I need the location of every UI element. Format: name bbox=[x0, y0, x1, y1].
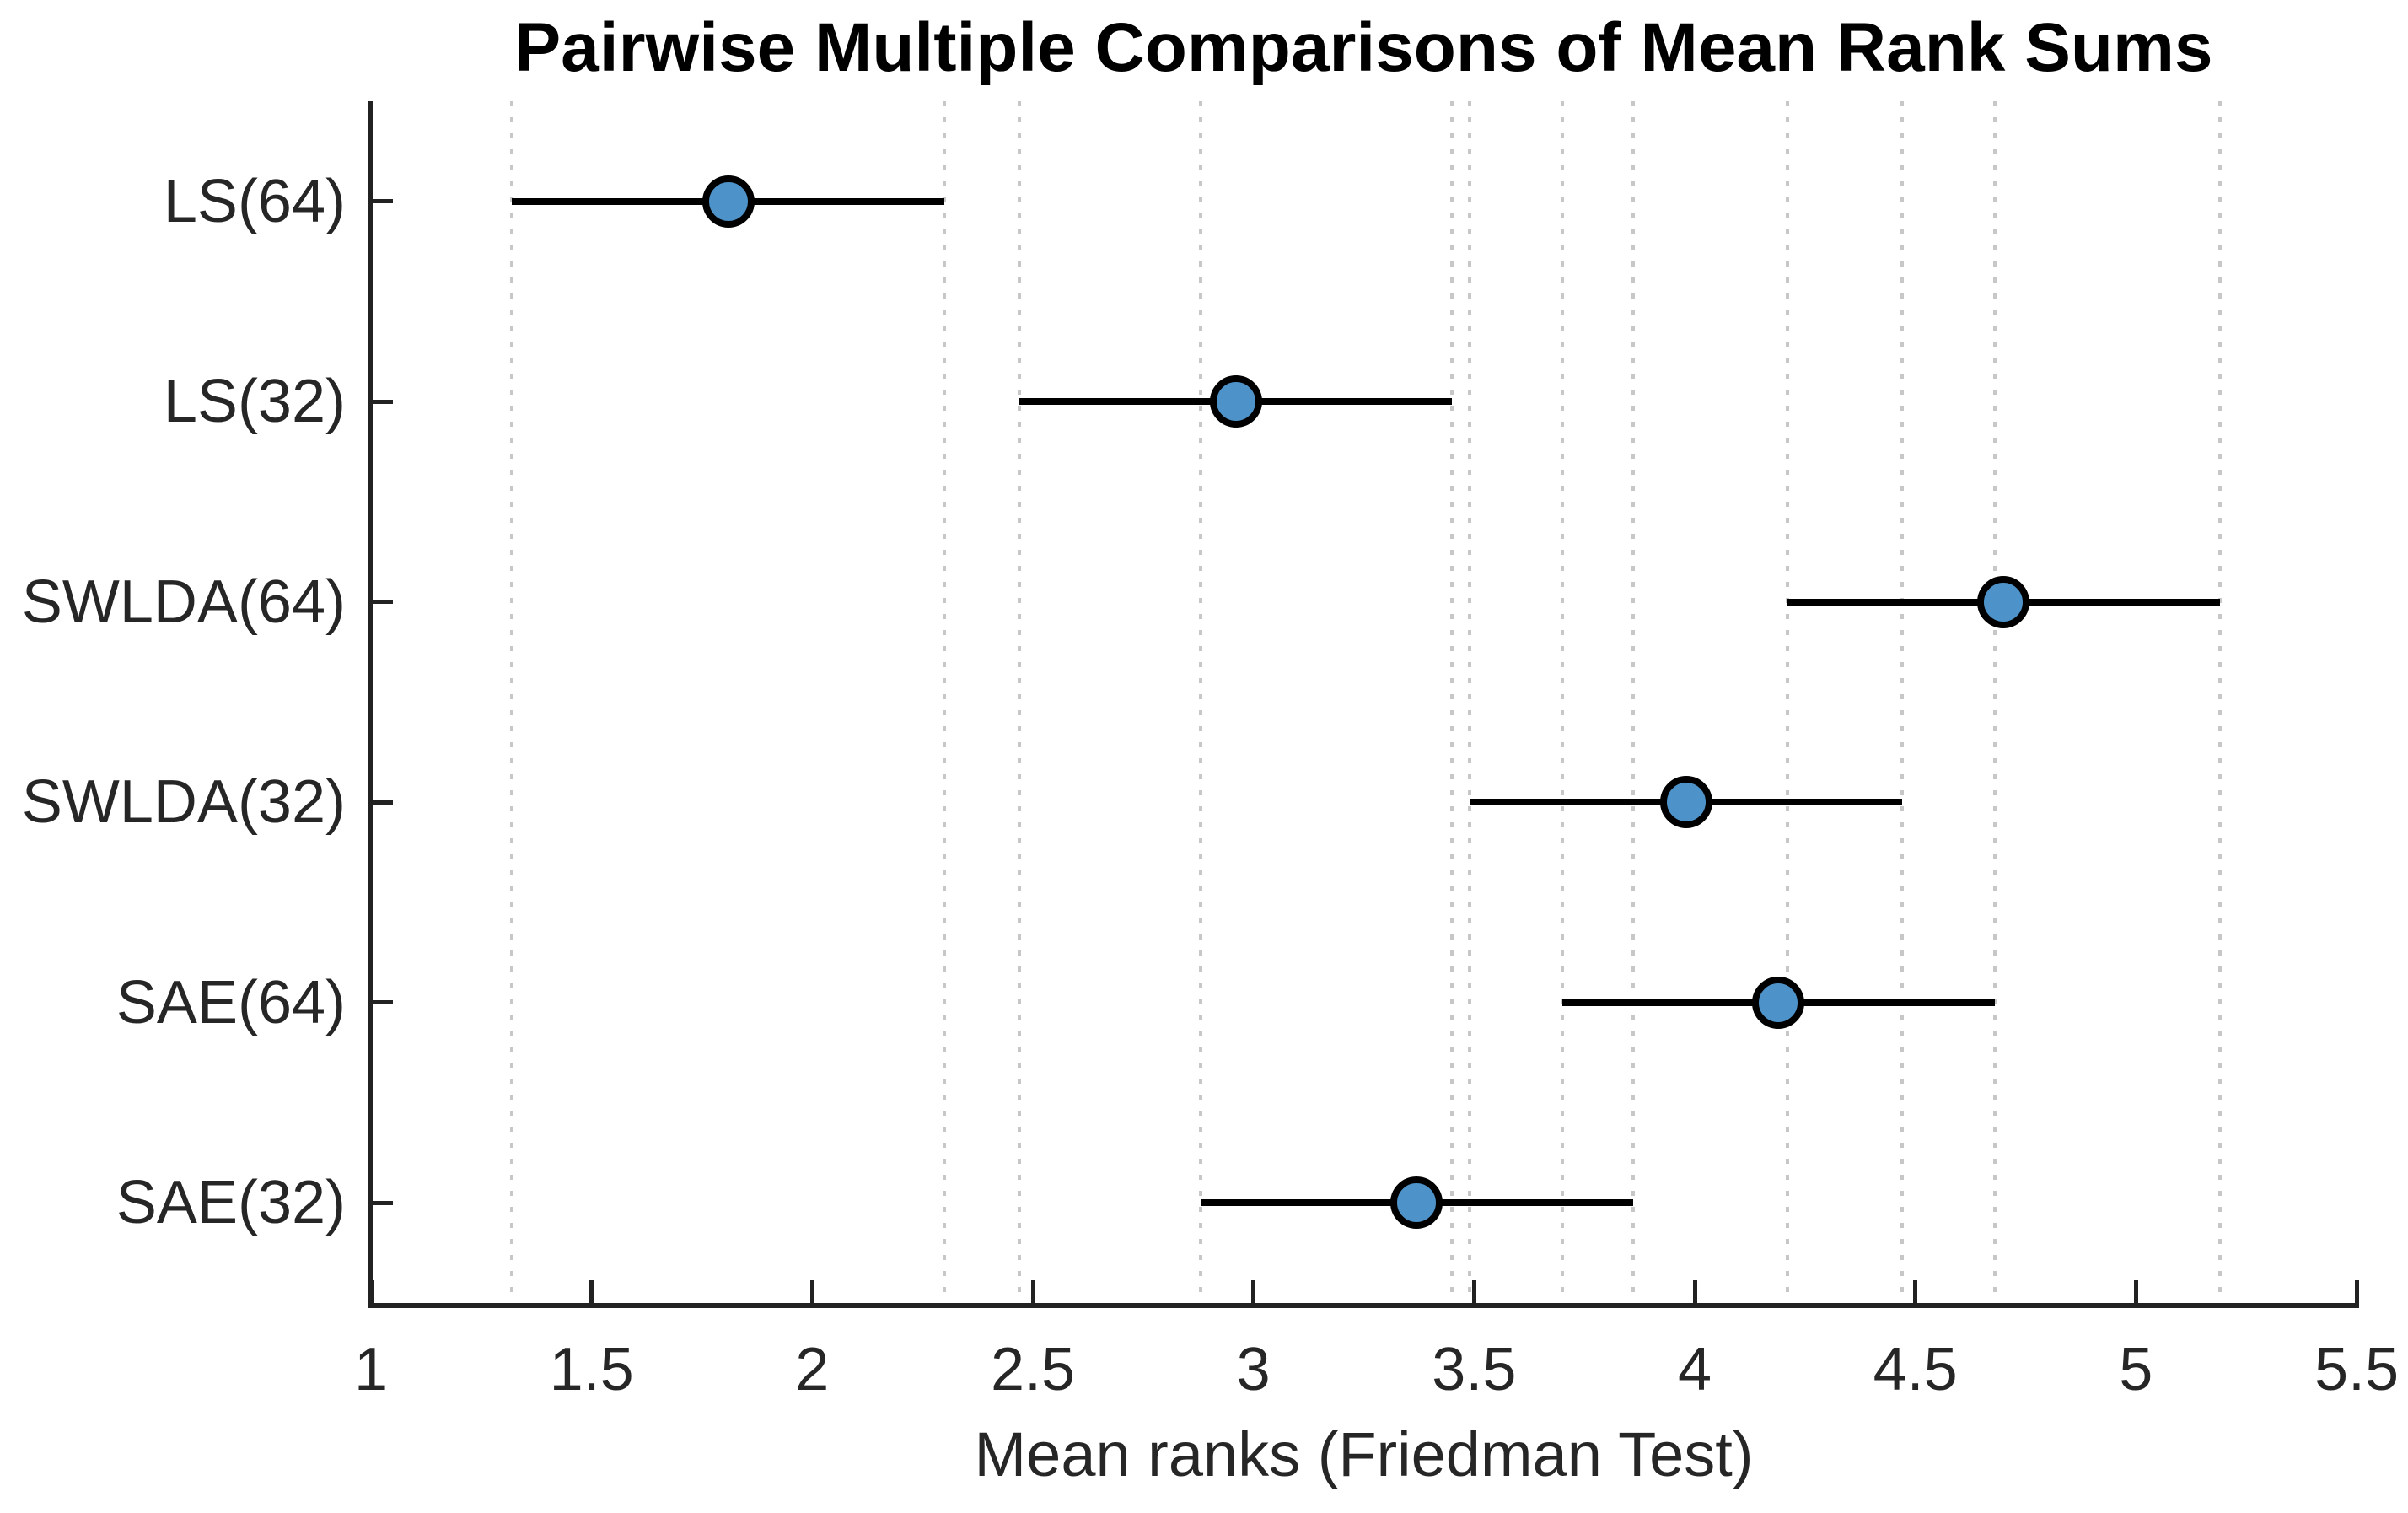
x-tick-label: 5.5 bbox=[2314, 1336, 2400, 1403]
interval-endpoint-gridline bbox=[1561, 101, 1564, 1303]
y-category-label: SWLDA(32) bbox=[21, 768, 346, 837]
interval-endpoint-gridline bbox=[1450, 101, 1454, 1303]
mean-rank-marker[interactable] bbox=[1390, 1176, 1443, 1230]
interval-endpoint-gridline bbox=[1198, 101, 1202, 1303]
interval-endpoint-gridline bbox=[1992, 101, 1997, 1303]
y-axis-tick bbox=[371, 1200, 393, 1205]
mean-rank-marker[interactable] bbox=[701, 175, 755, 228]
x-tick-label: 1 bbox=[353, 1336, 389, 1403]
x-axis-label: Mean ranks (Friedman Test) bbox=[974, 1419, 1754, 1489]
interval-endpoint-gridline bbox=[1900, 101, 1904, 1303]
x-axis-tick bbox=[1251, 1280, 1256, 1303]
x-tick-label: 3 bbox=[1236, 1336, 1271, 1403]
interval-endpoint-gridline bbox=[1785, 101, 1789, 1303]
y-axis-tick bbox=[371, 199, 393, 204]
y-axis-tick bbox=[371, 399, 393, 404]
chart-title: Pairwise Multiple Comparisons of Mean Ra… bbox=[514, 9, 2213, 86]
x-tick-label: 2.5 bbox=[990, 1336, 1076, 1403]
x-axis-tick bbox=[2133, 1280, 2138, 1303]
y-category-label: LS(64) bbox=[163, 167, 346, 235]
mean-rank-marker[interactable] bbox=[1209, 375, 1262, 428]
y-category-label: SAE(32) bbox=[116, 1169, 346, 1237]
x-axis-tick bbox=[1692, 1280, 1697, 1303]
x-axis-tick bbox=[2354, 1280, 2359, 1303]
y-axis-line bbox=[368, 101, 373, 1308]
x-tick-label: 1.5 bbox=[549, 1336, 634, 1403]
interval-endpoint-gridline bbox=[1631, 101, 1635, 1303]
x-tick-label: 4.5 bbox=[1873, 1336, 1958, 1403]
x-axis-tick bbox=[809, 1280, 814, 1303]
x-axis-line bbox=[368, 1303, 2359, 1308]
plot-area bbox=[368, 101, 2359, 1303]
y-axis-tick bbox=[371, 800, 393, 805]
interval-endpoint-gridline bbox=[510, 101, 514, 1303]
interval-endpoint-gridline bbox=[1018, 101, 1022, 1303]
interval-endpoint-gridline bbox=[1468, 101, 1472, 1303]
y-axis-tick bbox=[371, 1000, 393, 1005]
y-category-label: SAE(64) bbox=[116, 968, 346, 1036]
y-category-label: LS(32) bbox=[163, 368, 346, 436]
mean-rank-marker[interactable] bbox=[1977, 575, 2030, 628]
x-tick-label: 4 bbox=[1677, 1336, 1712, 1403]
mean-rank-marker[interactable] bbox=[1752, 976, 1805, 1029]
x-axis-tick bbox=[1471, 1280, 1476, 1303]
x-axis-tick bbox=[1030, 1280, 1035, 1303]
interval-endpoint-gridline bbox=[2217, 101, 2222, 1303]
y-axis-tick bbox=[371, 600, 393, 605]
x-tick-label: 5 bbox=[2119, 1336, 2153, 1403]
x-tick-label: 2 bbox=[795, 1336, 830, 1403]
y-category-label: SWLDA(64) bbox=[21, 568, 346, 636]
mean-rank-marker[interactable] bbox=[1659, 776, 1712, 829]
interval-endpoint-gridline bbox=[943, 101, 947, 1303]
x-axis-tick bbox=[1913, 1280, 1918, 1303]
x-axis-tick bbox=[589, 1280, 594, 1303]
x-axis-tick bbox=[368, 1280, 374, 1303]
x-tick-label: 3.5 bbox=[1432, 1336, 1517, 1403]
